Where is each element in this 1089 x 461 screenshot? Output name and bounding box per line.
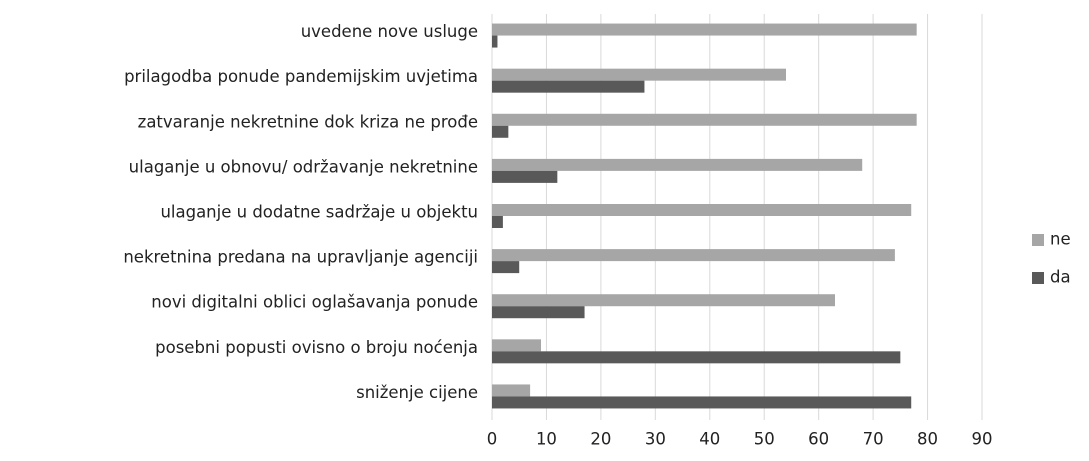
x-tick-label: 30 bbox=[645, 430, 666, 449]
y-tick-label: posebni popusti ovisno o broju noćenja bbox=[155, 338, 478, 357]
x-tick-label: 80 bbox=[917, 430, 938, 449]
bar bbox=[492, 23, 917, 36]
bar bbox=[492, 170, 558, 183]
bar bbox=[492, 306, 585, 319]
legend-label: da bbox=[1050, 268, 1071, 287]
x-tick-label: 70 bbox=[863, 430, 884, 449]
legend-swatch bbox=[1032, 234, 1044, 246]
y-tick-label: zatvaranje nekretnine dok kriza ne prođe bbox=[138, 112, 478, 131]
legend-swatch bbox=[1032, 272, 1044, 284]
legend-label: ne bbox=[1050, 230, 1071, 249]
y-tick-label: sniženje cijene bbox=[356, 383, 478, 402]
x-tick-label: 20 bbox=[590, 430, 611, 449]
x-tick-label: 90 bbox=[972, 430, 993, 449]
bar bbox=[492, 113, 917, 126]
bar bbox=[492, 261, 520, 274]
y-tick-label: ulaganje u dodatne sadržaje u objektu bbox=[160, 203, 478, 222]
y-tick-label: ulaganje u obnovu/ održavanje nekretnine bbox=[129, 157, 478, 176]
bar bbox=[492, 125, 509, 138]
bar bbox=[492, 68, 786, 81]
x-tick-label: 40 bbox=[699, 430, 720, 449]
bar bbox=[492, 35, 498, 48]
bar bbox=[492, 294, 835, 307]
y-tick-label: novi digitalni oblici oglašavanja ponude bbox=[151, 293, 478, 312]
bar bbox=[492, 216, 503, 228]
bar bbox=[492, 80, 645, 93]
x-tick-label: 10 bbox=[536, 430, 557, 449]
bar bbox=[492, 158, 863, 171]
bar bbox=[492, 351, 901, 364]
bar bbox=[492, 384, 531, 397]
bar bbox=[492, 339, 541, 352]
bar bbox=[492, 204, 912, 216]
bar bbox=[492, 396, 912, 409]
x-tick-label: 60 bbox=[808, 430, 829, 449]
y-tick-label: prilagodba ponude pandemijskim uvjetima bbox=[124, 67, 478, 86]
bar bbox=[492, 249, 895, 262]
y-tick-label: nekretnina predana na upravljanje agenci… bbox=[123, 248, 478, 267]
x-tick-label: 50 bbox=[754, 430, 775, 449]
x-tick-label: 0 bbox=[487, 430, 498, 449]
y-tick-label: uvedene nove usluge bbox=[301, 22, 478, 41]
